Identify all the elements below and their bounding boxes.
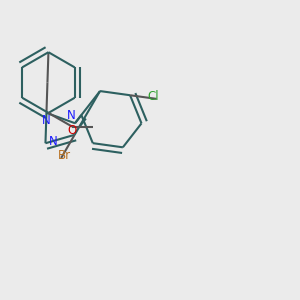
Text: Cl: Cl bbox=[147, 89, 159, 103]
Text: O: O bbox=[68, 124, 77, 137]
Text: N: N bbox=[49, 135, 58, 148]
Text: N: N bbox=[67, 109, 76, 122]
Text: Br: Br bbox=[58, 148, 70, 162]
Text: N: N bbox=[42, 114, 51, 127]
